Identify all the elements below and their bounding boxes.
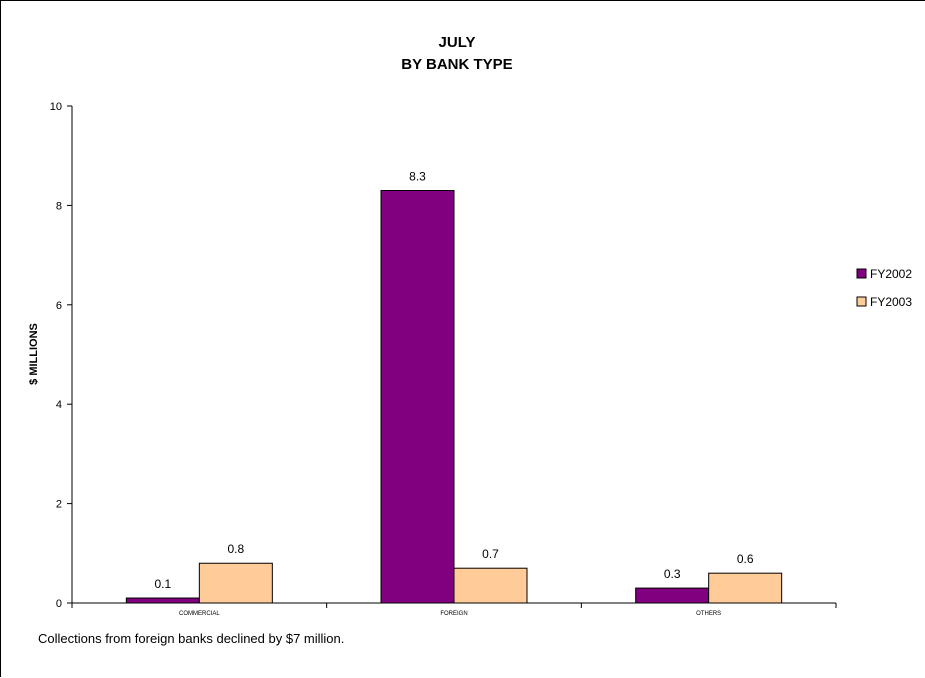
chart-title-line-1: JULY — [439, 34, 476, 51]
y-axis-ticks: 0 2 4 6 8 10 — [50, 101, 72, 610]
bar-fy2003-commercial — [198, 562, 273, 604]
y-axis-title: $ MILLIONS — [28, 323, 40, 385]
legend-swatch-fy2002 — [856, 268, 867, 279]
y-tick-label-2: 2 — [56, 499, 62, 511]
x-category-label-foreign: FOREIGN — [440, 611, 467, 617]
data-label-fy2002-others: 0.3 — [664, 567, 681, 581]
legend: FY2002 FY2003 — [856, 267, 912, 309]
data-label-fy2003-commercial: 0.8 — [227, 542, 244, 556]
bar-fy2002-others — [635, 587, 710, 604]
bar-fy2002-foreign — [380, 189, 455, 604]
y-tick-label-10: 10 — [50, 101, 62, 113]
value-labels-group: 0.1 0.8 8.3 0.7 0.3 0.6 — [154, 169, 753, 591]
data-label-fy2002-foreign: 8.3 — [409, 169, 426, 183]
legend-swatch-fy2003 — [856, 296, 867, 307]
x-category-label-commercial: COMMERCIAL — [179, 611, 220, 617]
data-label-fy2003-foreign: 0.7 — [482, 547, 499, 561]
legend-label-fy2003: FY2003 — [870, 295, 912, 309]
y-tick-label-8: 8 — [56, 200, 62, 212]
data-label-fy2003-others: 0.6 — [737, 552, 754, 566]
y-tick-label-6: 6 — [56, 300, 62, 312]
chart-caption: Collections from foreign banks declined … — [38, 631, 345, 646]
x-category-label-others: OTHERS — [696, 611, 721, 617]
bar-fy2002-commercial — [125, 597, 200, 604]
x-axis-ticks: COMMERCIAL FOREIGN OTHERS — [71, 603, 837, 617]
bar-fy2003-others — [708, 572, 783, 604]
chart-title-line-2: BY BANK TYPE — [401, 56, 512, 73]
bar-fy2003-foreign — [453, 567, 528, 604]
y-tick-label-4: 4 — [56, 399, 62, 411]
y-tick-label-0: 0 — [56, 598, 62, 610]
legend-label-fy2002: FY2002 — [870, 267, 912, 281]
bars-group — [125, 189, 783, 604]
data-label-fy2002-commercial: 0.1 — [154, 577, 171, 591]
